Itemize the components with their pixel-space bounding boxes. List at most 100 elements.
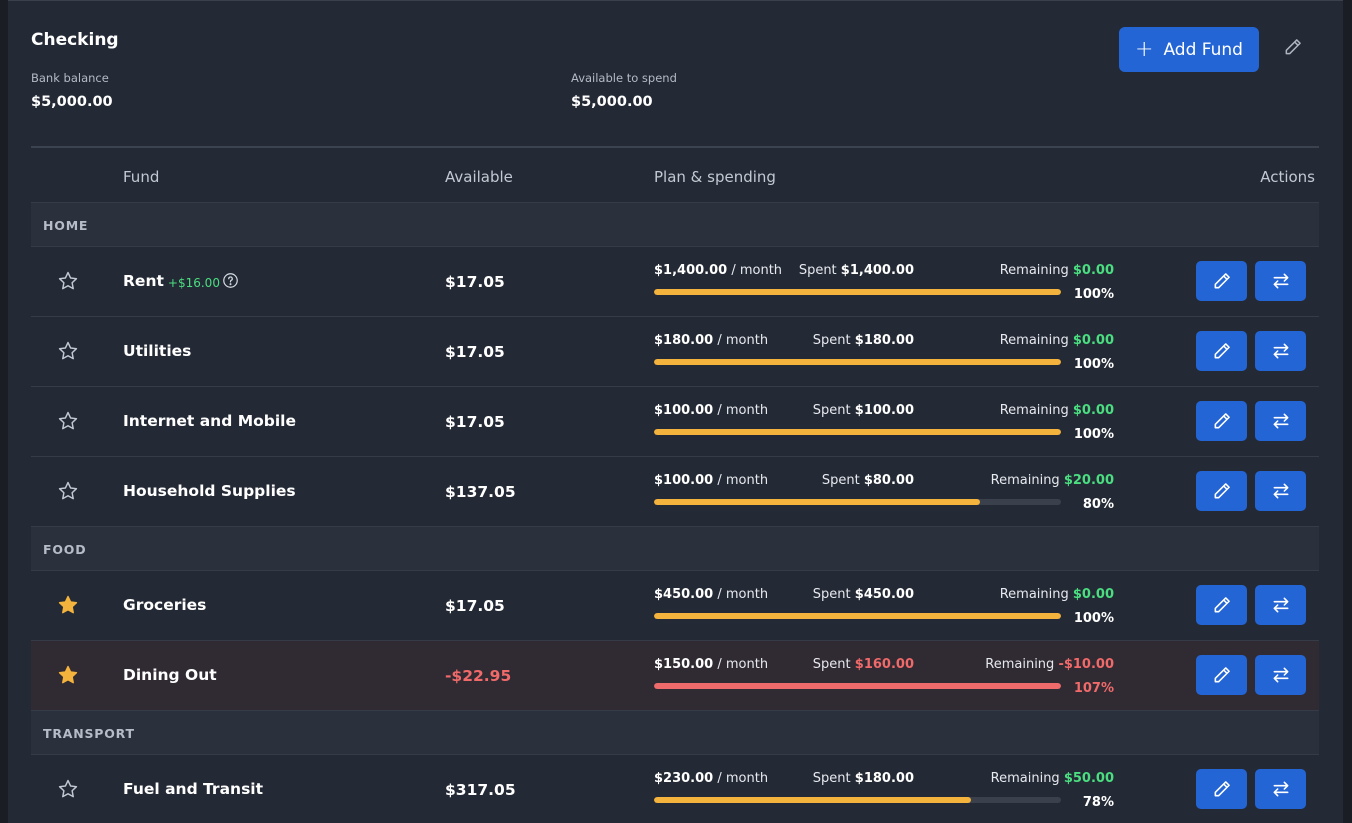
funds-table: Fund Available Plan & spending Actions H… — [31, 146, 1319, 823]
fund-available: $137.05 — [445, 483, 516, 501]
fund-name: Utilities — [123, 342, 192, 360]
progress-bar-fill — [654, 613, 1061, 619]
add-fund-button[interactable]: + Add Fund — [1119, 27, 1259, 72]
progress-bar — [654, 797, 1061, 803]
edit-fund-button[interactable] — [1196, 585, 1247, 625]
fund-available: $17.05 — [445, 273, 505, 291]
progress-bar-fill — [654, 499, 980, 505]
progress-bar-fill — [654, 289, 1061, 295]
edit-fund-button[interactable] — [1196, 261, 1247, 301]
transfer-arrows-icon — [1271, 411, 1291, 431]
plan-spending: $100.00 / month Spent $80.00 Remaining $… — [654, 471, 1114, 516]
fund-name-cell: Dining Out — [123, 666, 217, 684]
column-header-fund: Fund — [123, 168, 160, 186]
percent-spent: 100% — [1073, 287, 1114, 302]
fund-row: Dining Out -$22.95 $150.00 / month Spent… — [31, 641, 1319, 711]
progress-bar-fill — [654, 359, 1061, 365]
remaining-amount: Remaining $0.00 — [999, 587, 1114, 602]
star-outline-icon[interactable] — [57, 340, 79, 362]
transfer-fund-button[interactable] — [1255, 331, 1306, 371]
transfer-fund-button[interactable] — [1255, 471, 1306, 511]
fund-name: Household Supplies — [123, 482, 296, 500]
plan-spending: $230.00 / month Spent $180.00 Remaining … — [654, 769, 1114, 814]
spent-amount: Spent $100.00 — [812, 403, 914, 418]
pencil-icon — [1212, 481, 1232, 501]
plan-spending: $100.00 / month Spent $100.00 Remaining … — [654, 401, 1114, 446]
progress-bar-fill — [654, 429, 1061, 435]
column-header-plan: Plan & spending — [654, 168, 776, 186]
star-filled-icon[interactable] — [57, 664, 79, 686]
fund-available: $17.05 — [445, 597, 505, 615]
plan-spending: $180.00 / month Spent $180.00 Remaining … — [654, 331, 1114, 376]
plan-amount: $100.00 / month — [654, 473, 769, 488]
pencil-icon — [1212, 665, 1232, 685]
group-name: FOOD — [43, 542, 87, 557]
progress-bar — [654, 683, 1061, 689]
edit-account-pencil-icon[interactable] — [1283, 37, 1303, 57]
spent-amount: Spent $180.00 — [812, 771, 914, 786]
transfer-fund-button[interactable] — [1255, 585, 1306, 625]
available-to-spend-value: $5,000.00 — [571, 94, 653, 110]
star-filled-icon[interactable] — [57, 594, 79, 616]
star-outline-icon[interactable] — [57, 480, 79, 502]
fund-row: Internet and Mobile $17.05 $100.00 / mon… — [31, 387, 1319, 457]
progress-bar-fill — [654, 683, 1061, 689]
fund-row: Household Supplies $137.05 $100.00 / mon… — [31, 457, 1319, 527]
spent-amount: Spent $160.00 — [812, 657, 914, 672]
percent-spent: 100% — [1073, 427, 1114, 442]
plan-spending: $450.00 / month Spent $450.00 Remaining … — [654, 585, 1114, 630]
progress-bar — [654, 499, 1061, 505]
fund-available: -$22.95 — [445, 667, 512, 685]
spent-amount: Spent $180.00 — [812, 333, 914, 348]
column-header-available: Available — [445, 168, 513, 186]
pencil-icon — [1212, 779, 1232, 799]
plus-icon: + — [1135, 36, 1154, 62]
group-row: HOME — [31, 203, 1319, 247]
progress-bar — [654, 613, 1061, 619]
plan-spending: $1,400.00 / month Spent $1,400.00 Remain… — [654, 261, 1114, 306]
edit-fund-button[interactable] — [1196, 655, 1247, 695]
plan-amount: $150.00 / month — [654, 657, 769, 672]
pencil-icon — [1212, 341, 1232, 361]
fund-name-cell: Utilities — [123, 342, 191, 360]
percent-spent: 80% — [1082, 497, 1114, 512]
edit-fund-button[interactable] — [1196, 471, 1247, 511]
edit-fund-button[interactable] — [1196, 331, 1247, 371]
edit-fund-button[interactable] — [1196, 401, 1247, 441]
bank-balance-label: Bank balance — [31, 71, 109, 85]
transfer-fund-button[interactable] — [1255, 401, 1306, 441]
progress-bar-fill — [654, 797, 972, 803]
add-fund-label: Add Fund — [1163, 39, 1243, 60]
edit-fund-button[interactable] — [1196, 769, 1247, 809]
star-outline-icon[interactable] — [57, 410, 79, 432]
fund-name-cell: Fuel and Transit — [123, 780, 263, 798]
available-to-spend-label: Available to spend — [571, 71, 677, 85]
progress-bar — [654, 289, 1061, 295]
transfer-fund-button[interactable] — [1255, 261, 1306, 301]
fund-name-cell: Rent +$16.00 — [123, 272, 239, 290]
transfer-fund-button[interactable] — [1255, 769, 1306, 809]
fund-row: Groceries $17.05 $450.00 / month Spent $… — [31, 571, 1319, 641]
percent-spent: 100% — [1073, 357, 1114, 372]
remaining-amount: Remaining $20.00 — [990, 473, 1114, 488]
star-outline-icon[interactable] — [57, 778, 79, 800]
table-body: HOME Rent +$16.00 $17.05 $1,400.00 / mon… — [31, 203, 1319, 823]
progress-bar — [654, 429, 1061, 435]
plan-amount: $1,400.00 / month — [654, 263, 783, 278]
pencil-icon — [1212, 595, 1232, 615]
remaining-amount: Remaining $50.00 — [990, 771, 1114, 786]
group-name: HOME — [43, 218, 89, 233]
fund-available: $17.05 — [445, 413, 505, 431]
group-row: FOOD — [31, 527, 1319, 571]
help-icon[interactable] — [222, 272, 239, 289]
plan-spending: $150.00 / month Spent $160.00 Remaining … — [654, 655, 1114, 700]
remaining-amount: Remaining $0.00 — [999, 263, 1114, 278]
transfer-fund-button[interactable] — [1255, 655, 1306, 695]
star-outline-icon[interactable] — [57, 270, 79, 292]
fund-name-cell: Household Supplies — [123, 482, 296, 500]
fund-row: Fuel and Transit $317.05 $230.00 / month… — [31, 755, 1319, 823]
group-row: TRANSPORT — [31, 711, 1319, 755]
fund-extra-amount: +$16.00 — [167, 275, 220, 290]
group-name: TRANSPORT — [43, 726, 135, 741]
percent-spent: 107% — [1073, 681, 1114, 696]
